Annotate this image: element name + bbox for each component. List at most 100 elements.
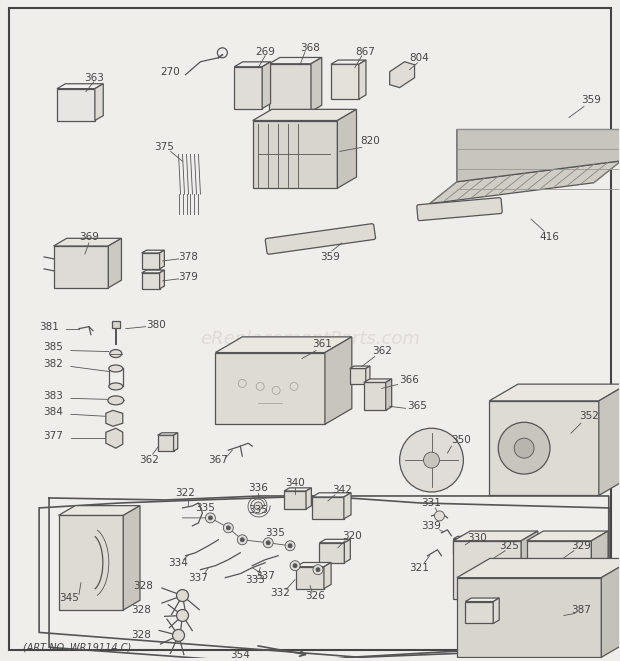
Polygon shape (123, 506, 140, 610)
Polygon shape (526, 541, 591, 599)
Polygon shape (453, 541, 521, 599)
Polygon shape (106, 410, 123, 426)
Text: 379: 379 (179, 272, 198, 282)
Polygon shape (253, 109, 356, 120)
Text: 335: 335 (195, 503, 215, 513)
Circle shape (266, 541, 270, 545)
Text: 363: 363 (84, 73, 104, 83)
Polygon shape (95, 84, 104, 120)
Polygon shape (359, 60, 366, 99)
Text: 320: 320 (342, 531, 361, 541)
Polygon shape (453, 531, 538, 541)
Polygon shape (234, 67, 262, 108)
Text: 381: 381 (39, 322, 59, 332)
Polygon shape (366, 366, 370, 385)
Text: 375: 375 (154, 142, 174, 153)
Text: 387: 387 (571, 605, 591, 615)
Polygon shape (269, 63, 311, 112)
Polygon shape (262, 62, 270, 108)
Ellipse shape (109, 383, 123, 390)
Text: 333: 333 (246, 574, 265, 584)
Polygon shape (364, 379, 392, 383)
Polygon shape (296, 566, 324, 588)
Ellipse shape (110, 350, 122, 358)
Circle shape (423, 452, 440, 468)
Text: 352: 352 (579, 411, 599, 421)
Polygon shape (296, 563, 331, 566)
Polygon shape (142, 253, 159, 269)
Text: 378: 378 (179, 252, 198, 262)
Text: 385: 385 (43, 342, 63, 352)
Circle shape (293, 564, 297, 568)
Polygon shape (526, 531, 608, 541)
Text: 380: 380 (146, 320, 166, 330)
Text: 331: 331 (422, 498, 441, 508)
Polygon shape (324, 563, 331, 588)
Circle shape (177, 590, 188, 602)
Circle shape (205, 513, 215, 523)
Polygon shape (466, 602, 494, 623)
Text: 330: 330 (467, 533, 487, 543)
Polygon shape (311, 58, 322, 112)
Circle shape (435, 511, 445, 521)
Polygon shape (215, 352, 325, 424)
Text: 367: 367 (208, 455, 228, 465)
Text: 269: 269 (255, 47, 275, 57)
Text: 382: 382 (43, 358, 63, 369)
Text: 336: 336 (248, 483, 268, 493)
Text: 354: 354 (231, 650, 250, 660)
Polygon shape (494, 598, 499, 623)
Polygon shape (601, 559, 620, 657)
Polygon shape (390, 61, 415, 88)
Circle shape (172, 629, 185, 641)
Text: 328: 328 (133, 580, 153, 591)
Polygon shape (58, 506, 140, 516)
Text: 345: 345 (59, 592, 79, 603)
Circle shape (316, 568, 320, 572)
Text: 335: 335 (265, 528, 285, 538)
Polygon shape (53, 246, 108, 288)
Text: 365: 365 (407, 401, 428, 411)
Polygon shape (234, 62, 270, 67)
Polygon shape (331, 64, 359, 99)
FancyBboxPatch shape (265, 223, 376, 254)
Polygon shape (457, 578, 601, 657)
Polygon shape (312, 497, 344, 519)
Text: 322: 322 (175, 488, 195, 498)
Text: 328: 328 (131, 605, 151, 615)
Polygon shape (58, 516, 123, 610)
Polygon shape (325, 337, 352, 424)
Polygon shape (319, 543, 344, 563)
Polygon shape (453, 539, 469, 553)
Polygon shape (142, 270, 164, 273)
Polygon shape (521, 531, 538, 599)
Ellipse shape (109, 365, 123, 372)
Text: 329: 329 (571, 541, 591, 551)
Text: 342: 342 (332, 485, 352, 495)
Polygon shape (457, 559, 620, 578)
Polygon shape (457, 130, 620, 182)
Circle shape (208, 516, 213, 520)
Polygon shape (344, 493, 351, 519)
Text: 339: 339 (422, 521, 441, 531)
Text: 820: 820 (360, 136, 379, 147)
Polygon shape (108, 239, 122, 288)
Polygon shape (469, 536, 474, 553)
Text: 867: 867 (355, 47, 374, 57)
Text: eReplacementParts.com: eReplacementParts.com (200, 330, 420, 348)
Polygon shape (142, 273, 159, 289)
Text: 369: 369 (79, 232, 99, 242)
Polygon shape (159, 270, 164, 289)
Circle shape (498, 422, 550, 474)
Polygon shape (386, 379, 392, 410)
Text: 340: 340 (285, 478, 305, 488)
Text: 368: 368 (300, 43, 320, 53)
Polygon shape (453, 536, 474, 539)
Circle shape (288, 544, 292, 548)
Polygon shape (253, 120, 337, 188)
Polygon shape (331, 60, 366, 64)
Polygon shape (174, 433, 178, 451)
Polygon shape (489, 384, 620, 401)
Circle shape (264, 538, 273, 548)
Text: 362: 362 (139, 455, 159, 465)
